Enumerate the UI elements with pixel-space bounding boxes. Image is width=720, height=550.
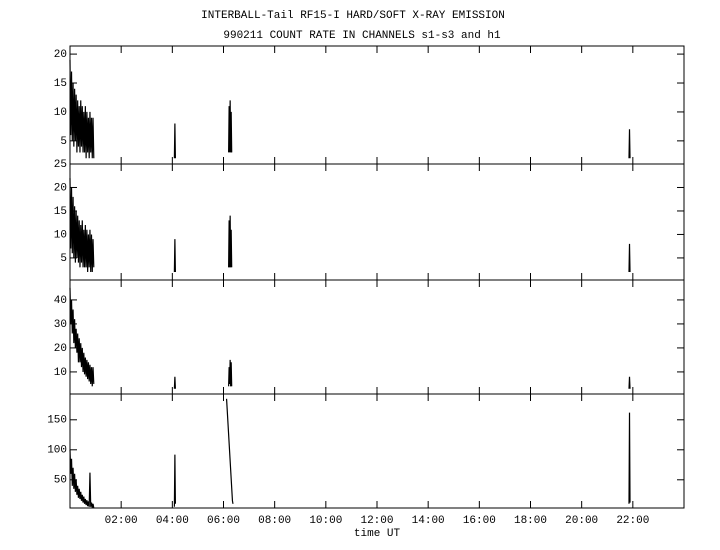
y-tick-label: 15 <box>54 206 67 218</box>
x-tick-label: 14:00 <box>412 515 445 527</box>
x-axis-label: time UT <box>354 528 401 540</box>
y-tick-label: 30 <box>54 319 67 331</box>
y-tick-label: 5 <box>60 136 67 148</box>
y-tick-label: 100 <box>47 445 67 457</box>
x-tick-label: 08:00 <box>258 515 291 527</box>
y-tick-label: 25 <box>54 159 67 171</box>
x-tick-label: 04:00 <box>156 515 189 527</box>
data-line <box>69 287 631 389</box>
y-tick-label: 40 <box>54 295 67 307</box>
y-tick-label: 50 <box>54 475 67 487</box>
y-tick-label: 10 <box>54 107 67 119</box>
x-tick-label: 06:00 <box>207 515 240 527</box>
y-tick-label: 150 <box>47 415 67 427</box>
y-tick-label: 20 <box>54 182 67 194</box>
data-line <box>69 398 631 509</box>
x-tick-label: 18:00 <box>514 515 547 527</box>
x-tick-label: 20:00 <box>565 515 598 527</box>
x-tick-label: 02:00 <box>105 515 138 527</box>
x-tick-label: 22:00 <box>616 515 649 527</box>
y-tick-label: 20 <box>54 49 67 61</box>
x-tick-label: 16:00 <box>463 515 496 527</box>
y-tick-label: 10 <box>54 367 67 379</box>
chart-title: INTERBALL-Tail RF15-I HARD/SOFT X-RAY EM… <box>201 10 505 22</box>
y-tick-label: 15 <box>54 78 67 90</box>
y-tick-label: 10 <box>54 229 67 241</box>
data-line <box>69 178 631 273</box>
x-tick-label: 10:00 <box>309 515 342 527</box>
data-line <box>69 59 631 159</box>
y-tick-label: 20 <box>54 343 67 355</box>
x-tick-label: 12:00 <box>360 515 393 527</box>
chart-subtitle: 990211 COUNT RATE IN CHANNELS s1-s3 and … <box>223 30 501 42</box>
y-tick-label: 5 <box>60 253 67 265</box>
